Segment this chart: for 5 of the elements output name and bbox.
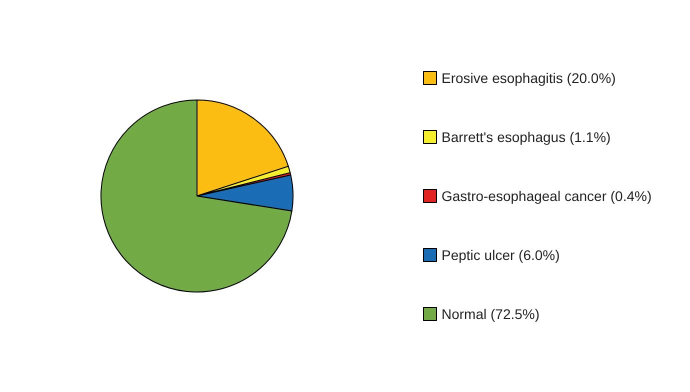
- legend-label: Erosive esophagitis (20.0%): [442, 70, 616, 86]
- legend-label: Barrett's esophagus (1.1%): [442, 129, 611, 145]
- legend-label: Peptic ulcer (6.0%): [442, 247, 560, 263]
- legend-label: Gastro-esophageal cancer (0.4%): [442, 188, 652, 204]
- legend-label: Normal (72.5%): [442, 306, 540, 322]
